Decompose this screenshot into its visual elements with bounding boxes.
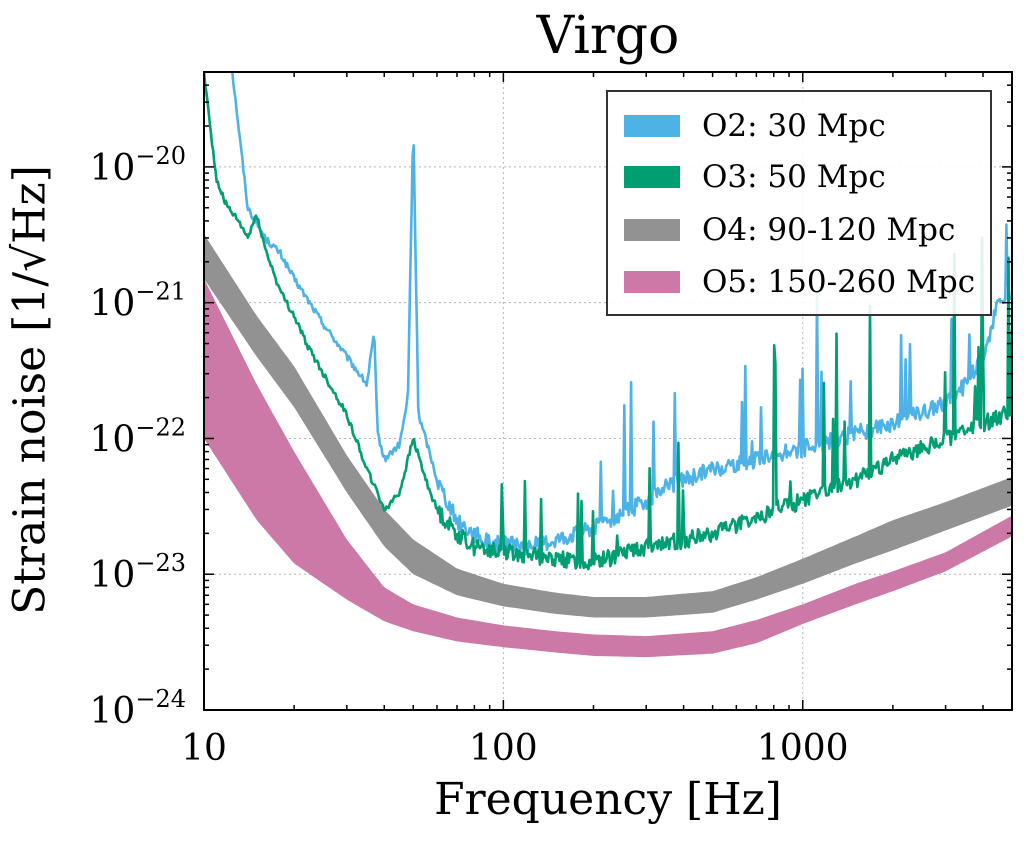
- x-tick-label: 100: [469, 728, 538, 769]
- legend-item-o5: O5: 150-260 Mpc: [624, 262, 975, 302]
- legend-swatch-o4: [624, 219, 680, 241]
- y-tick-label: 10−23: [90, 549, 186, 596]
- axis-ticks: 10 100 1000 10−24 10−23 10−22 10−21 10−20: [90, 71, 1013, 769]
- legend-swatch-o5: [624, 271, 680, 293]
- legend-label-o4: O4: 90-120 Mpc: [702, 212, 956, 248]
- plot-frame: [203, 71, 1013, 711]
- curve-o2: [231, 72, 1012, 556]
- x-axis-label: Frequency [Hz]: [434, 774, 782, 825]
- x-tick-label: 10: [181, 728, 227, 769]
- legend-swatch-o2: [624, 115, 680, 137]
- legend-item-o2: O2: 30 Mpc: [624, 106, 886, 146]
- legend-label-o3: O3: 50 Mpc: [702, 159, 886, 195]
- legend: O2: 30 Mpc O3: 50 Mpc O4: 90-120 Mpc O5:…: [606, 90, 992, 316]
- y-tick-label: 10−20: [90, 142, 186, 189]
- x-tick-label: 1000: [757, 728, 849, 769]
- noise-curves: [204, 72, 1012, 571]
- legend-swatch-o3: [624, 166, 680, 188]
- legend-item-o4: O4: 90-120 Mpc: [624, 210, 955, 250]
- y-axis-label: Strain noise [1/√Hz]: [4, 165, 56, 615]
- y-tick-label: 10−21: [90, 278, 186, 325]
- y-tick-label: 10−22: [90, 413, 186, 460]
- legend-item-o3: O3: 50 Mpc: [624, 157, 886, 197]
- legend-label-o5: O5: 150-260 Mpc: [702, 264, 976, 300]
- legend-label-o2: O2: 30 Mpc: [702, 108, 886, 144]
- curve-o3: [204, 72, 1012, 571]
- y-tick-label: 10−24: [90, 685, 186, 732]
- chart-title: Virgo: [536, 6, 680, 66]
